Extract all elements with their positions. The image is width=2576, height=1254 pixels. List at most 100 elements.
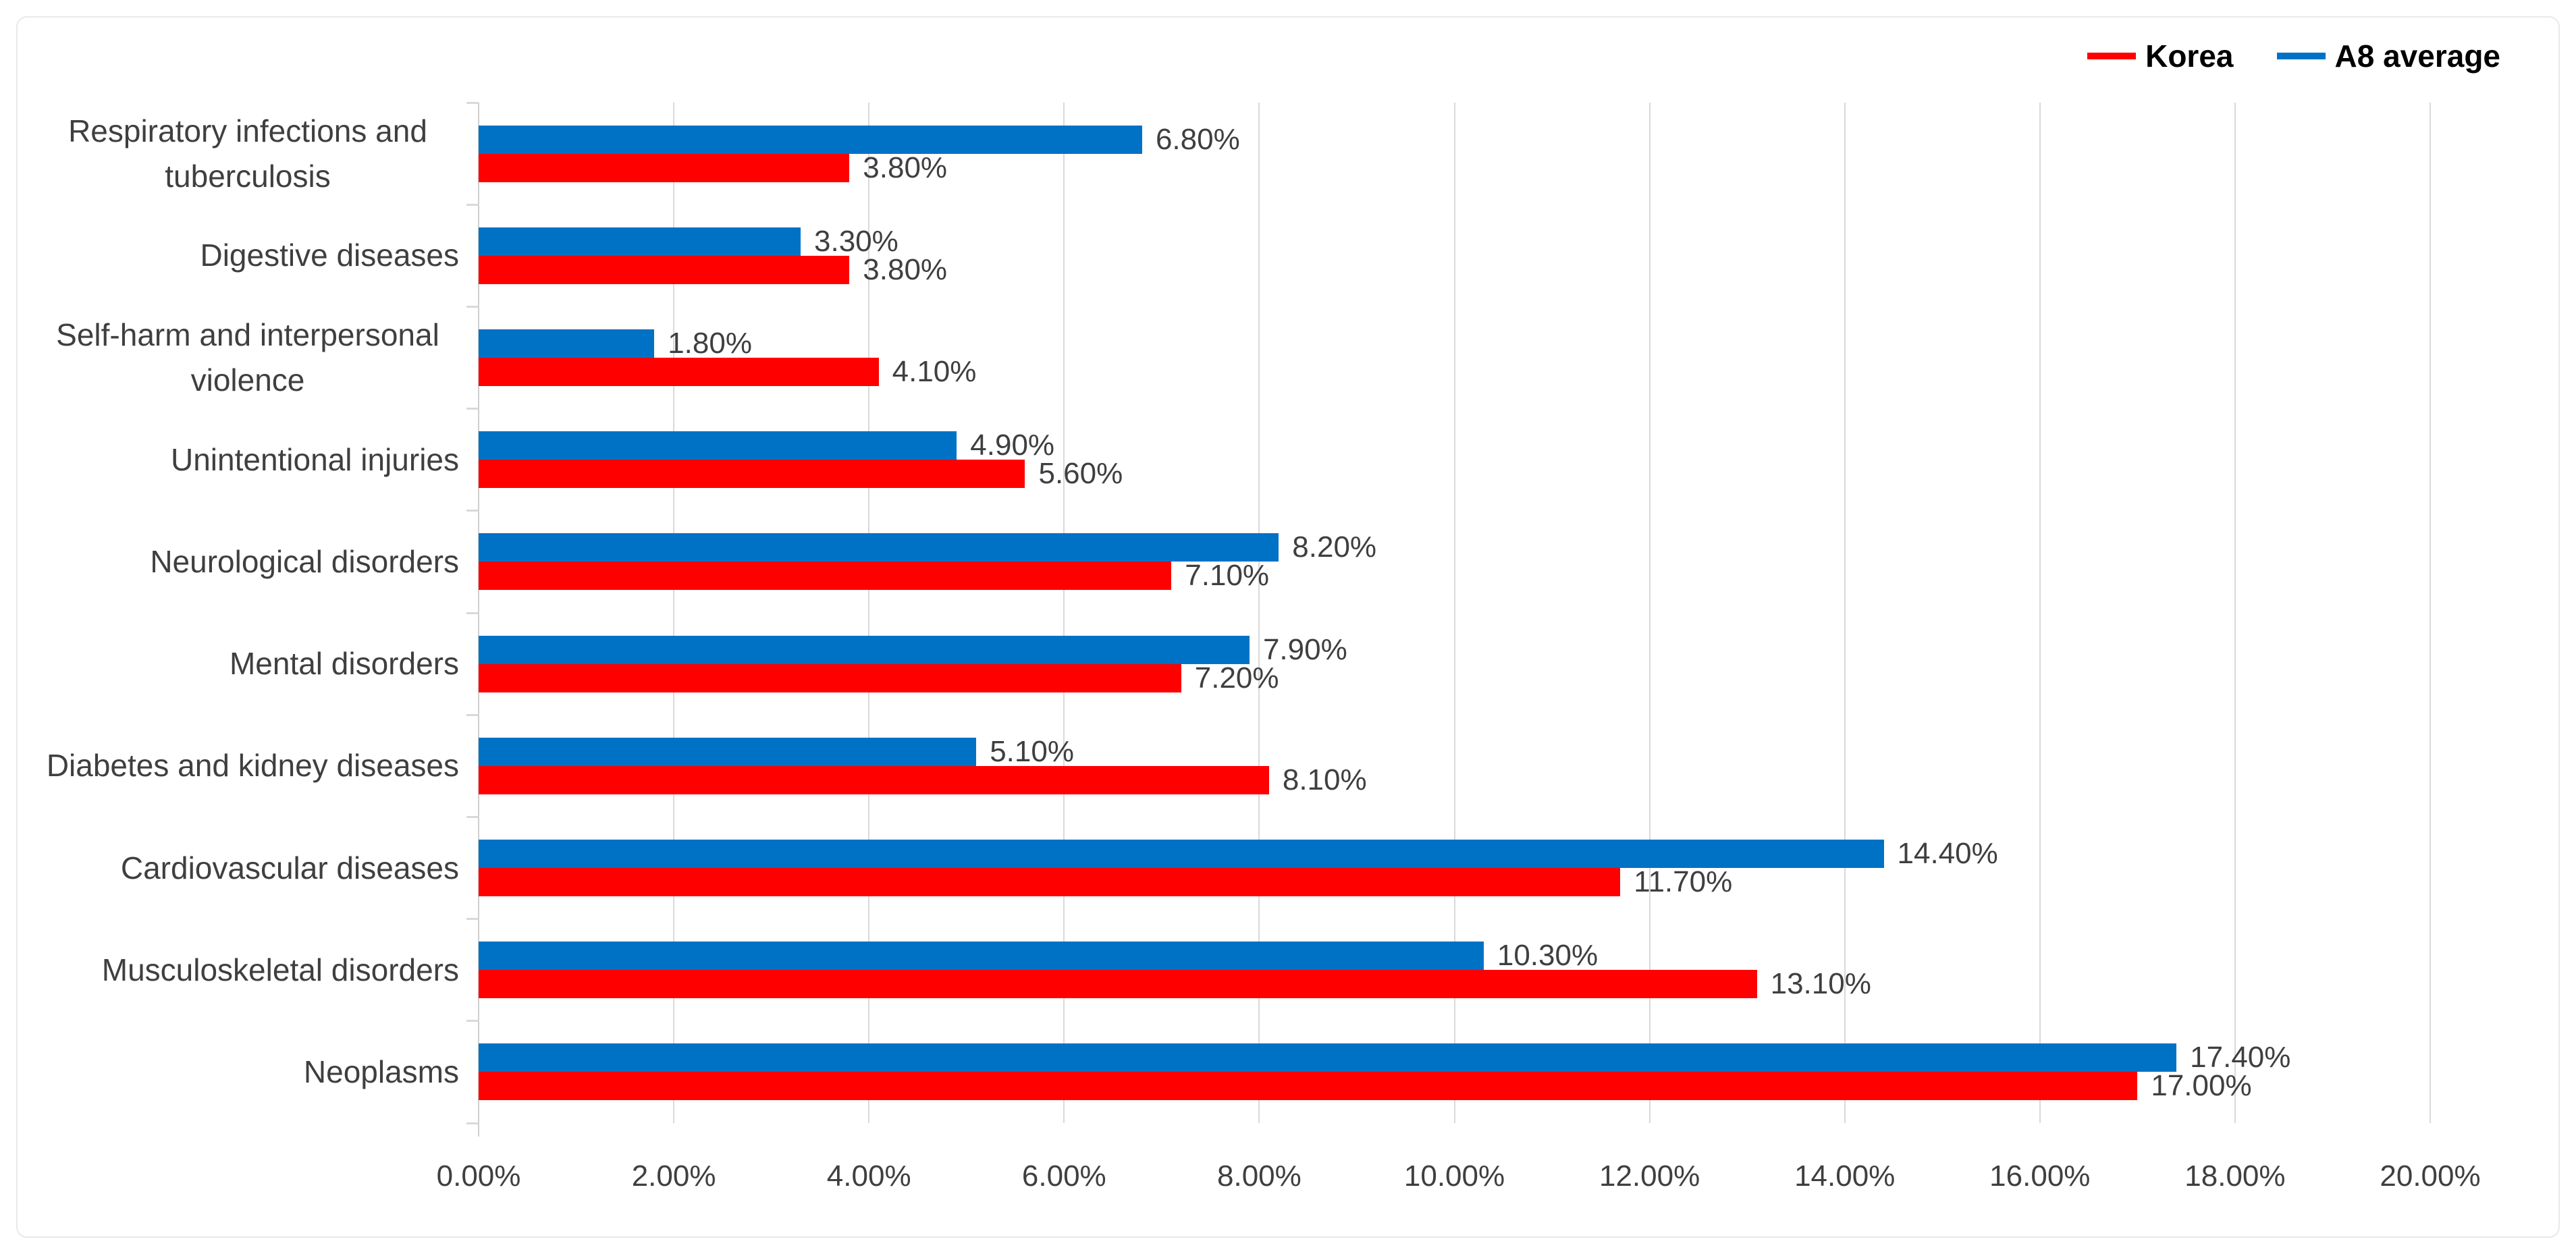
data-label: 17.00%	[2151, 1069, 2252, 1103]
bar-line: 17.00%	[479, 1069, 2430, 1103]
bar-group: 3.30% 3.80%	[479, 205, 2430, 306]
bar-group: 14.40% 11.70%	[479, 817, 2430, 919]
x-tick-label: 14.00%	[1794, 1160, 1896, 1193]
x-tick-label: 2.00%	[631, 1160, 716, 1193]
category-label: Unintentional injuries	[170, 441, 459, 477]
bar-pair: 10.30% 13.10%	[479, 939, 2430, 1001]
bar-line: 4.90%	[479, 429, 2430, 462]
value-axis-line	[478, 103, 479, 1137]
category-tick-mark	[466, 101, 479, 104]
category-tick-mark	[466, 408, 479, 410]
bar-line: 5.10%	[479, 735, 2430, 768]
korea-bar	[479, 255, 850, 284]
legend-label-a8-average: A8 average	[2334, 38, 2501, 74]
bar-line: 1.80%	[479, 326, 2430, 360]
bar-pair: 14.40% 11.70%	[479, 837, 2430, 898]
category-label-row: Neurological disorders	[28, 511, 468, 613]
bar-line: 4.10%	[479, 355, 2430, 388]
bar-group: 17.40% 17.00%	[479, 1021, 2430, 1123]
bar-group: 7.90% 7.20%	[479, 613, 2430, 715]
bar-line: 5.60%	[479, 457, 2430, 491]
value-axis: 0.00% 2.00% 4.00% 6.00% 8.00% 10.00% 12.00% 14.…	[437, 1160, 2481, 1200]
bar-line: 10.30%	[479, 939, 2430, 973]
bar-pair: 7.90% 7.20%	[479, 632, 2430, 694]
x-tick-label: 6.00%	[1021, 1160, 1106, 1193]
korea-bar	[479, 562, 1172, 591]
gridline	[1258, 103, 1260, 1123]
data-label: 4.90%	[970, 429, 1055, 462]
category-tick-mark	[466, 1122, 479, 1124]
x-tick-label: 12.00%	[1599, 1160, 1700, 1193]
x-tick-label: 0.00%	[436, 1160, 521, 1193]
data-label: 3.80%	[863, 252, 948, 286]
korea-bar	[479, 460, 1025, 489]
data-label: 7.90%	[1262, 632, 1347, 666]
gridline	[1063, 103, 1065, 1123]
data-label: 1.80%	[668, 326, 752, 360]
bar-line: 8.20%	[479, 530, 2430, 564]
bar-line: 6.80%	[479, 123, 2430, 156]
gridline	[1453, 103, 1455, 1123]
category-tick-mark	[466, 611, 479, 614]
data-label: 7.20%	[1194, 661, 1279, 694]
category-label-row: Cardiovascular diseases	[28, 817, 468, 919]
bar-pair: 1.80% 4.10%	[479, 326, 2430, 388]
a8-average-bar	[479, 737, 977, 766]
category-label: Musculoskeletal disorders	[101, 952, 459, 987]
data-label: 10.30%	[1497, 939, 1599, 973]
bar-pair: 3.30% 3.80%	[479, 225, 2430, 286]
a8-average-bar	[479, 125, 1142, 154]
chart-card: Korea A8 average Respiratory infections …	[16, 16, 2560, 1238]
data-label: 3.80%	[863, 151, 948, 184]
data-label: 7.10%	[1185, 559, 1270, 593]
korea-bar	[479, 357, 879, 386]
bar-group: 8.20% 7.10%	[479, 511, 2430, 613]
a8-average-bar	[479, 329, 655, 358]
bar-pair: 4.90% 5.60%	[479, 429, 2430, 491]
gridline	[1648, 103, 1651, 1123]
bar-line: 17.40%	[479, 1041, 2430, 1074]
bar-group: 4.90% 5.60%	[479, 409, 2430, 511]
bar-group: 1.80% 4.10%	[479, 306, 2430, 408]
category-tick-mark	[466, 510, 479, 512]
bar-group: 5.10% 8.10%	[479, 715, 2430, 817]
a8-average-bar	[479, 533, 1279, 562]
gridline	[2039, 103, 2041, 1123]
x-tick-label: 16.00%	[1989, 1160, 2091, 1193]
korea-bar	[479, 970, 1757, 999]
category-label-row: Neoplasms	[28, 1021, 468, 1123]
data-label: 11.70%	[1634, 865, 1733, 898]
category-label-row: Mental disorders	[28, 613, 468, 715]
a8-average-line-marker-icon	[2276, 53, 2326, 59]
category-tick-mark	[466, 203, 479, 206]
a8-average-bar	[479, 227, 801, 256]
data-label: 13.10%	[1770, 967, 1871, 1001]
category-tick-mark	[466, 1020, 479, 1023]
bar-pair: 6.80% 3.80%	[479, 123, 2430, 184]
korea-bar	[479, 663, 1181, 692]
category-label: Self-harm and interpersonal violence	[56, 317, 439, 398]
category-label: Mental disorders	[229, 646, 459, 682]
category-label-row: Unintentional injuries	[28, 409, 468, 511]
gridline	[2430, 103, 2431, 1123]
category-label: Respiratory infections and tuberculosis	[68, 113, 427, 194]
gridline	[673, 103, 675, 1123]
category-label-row: Digestive diseases	[28, 205, 468, 306]
category-tick-mark	[466, 713, 479, 716]
bar-line: 3.80%	[479, 151, 2430, 184]
bar-line: 13.10%	[479, 967, 2430, 1001]
data-label: 5.60%	[1038, 457, 1123, 491]
category-label-row: Musculoskeletal disorders	[28, 919, 468, 1021]
korea-bar	[479, 765, 1269, 794]
a8-average-bar	[479, 431, 957, 460]
korea-line-marker-icon	[2087, 53, 2137, 59]
bar-group: 10.30% 13.10%	[479, 919, 2430, 1021]
bar-pair: 17.40% 17.00%	[479, 1041, 2430, 1103]
data-label: 17.40%	[2190, 1041, 2291, 1074]
gridline	[2234, 103, 2236, 1123]
korea-bar	[479, 153, 850, 182]
legend: Korea A8 average	[2087, 38, 2500, 74]
x-tick-label: 18.00%	[2184, 1160, 2286, 1193]
legend-label-korea: Korea	[2145, 38, 2234, 74]
a8-average-bar	[479, 942, 1484, 971]
